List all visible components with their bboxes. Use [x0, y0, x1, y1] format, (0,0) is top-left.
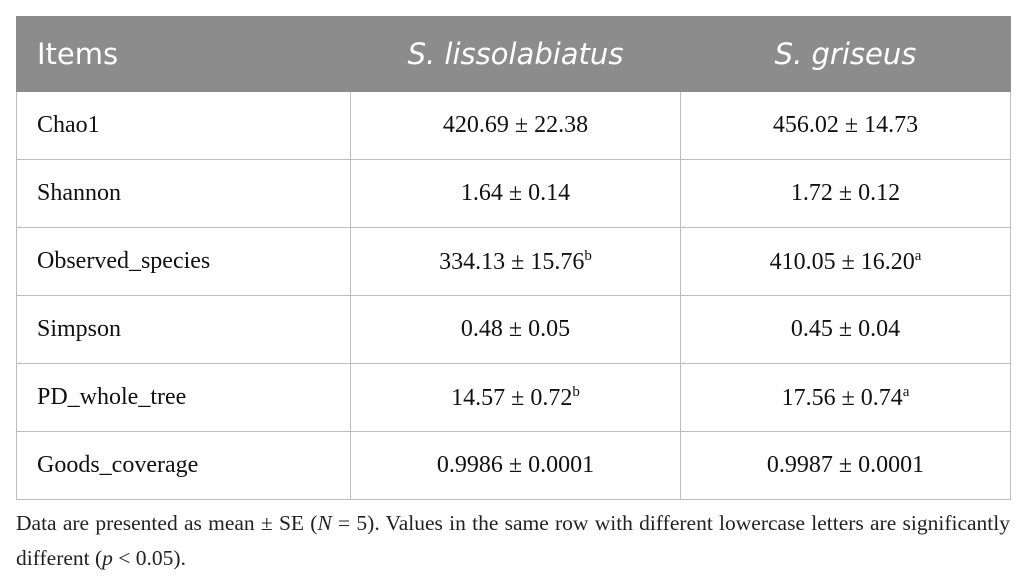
header-cell: Items — [16, 16, 351, 92]
table-body: Chao1 420.69 ± 22.38 456.02 ± 14.73 Shannon… — [16, 91, 1011, 500]
cell-value: 17.56 ± 0.74 — [781, 384, 903, 411]
footnote-text: Data are presented as mean ± SE ( — [16, 511, 318, 535]
cell-value: 334.13 ± 15.76 — [439, 248, 585, 275]
cell-value: 1.64 ± 0.14 — [460, 180, 571, 206]
value-cell: 410.05 ± 16.20a — [680, 227, 1011, 296]
cell-value: 420.69 ± 22.38 — [442, 112, 589, 138]
cell-value: 14.57 ± 0.72 — [451, 384, 573, 411]
header-cell: S. griseus — [680, 16, 1011, 92]
cell-value: 0.9987 ± 0.0001 — [766, 452, 925, 478]
row-label: Goods_coverage — [16, 431, 351, 500]
table-row: PD_whole_tree 14.57 ± 0.72b 17.56 ± 0.74a — [16, 363, 1011, 432]
table-row: Goods_coverage 0.9986 ± 0.0001 0.9987 ± 0.… — [16, 431, 1011, 500]
significance-letter: a — [902, 383, 910, 400]
significance-letter: b — [572, 383, 580, 400]
value-cell: 1.72 ± 0.12 — [680, 159, 1011, 228]
value-cell: 334.13 ± 15.76b — [350, 227, 681, 296]
value-cell: 0.9986 ± 0.0001 — [350, 431, 681, 500]
table-row: Simpson 0.48 ± 0.05 0.45 ± 0.04 — [16, 295, 1011, 364]
footnote-text: < 0.05). — [112, 546, 186, 570]
significance-letter: b — [584, 247, 592, 264]
footnote-text: p — [102, 546, 113, 570]
row-label: Chao1 — [16, 91, 351, 160]
value-cell: 456.02 ± 14.73 — [680, 91, 1011, 160]
value-cell: 14.57 ± 0.72b — [350, 363, 681, 432]
row-label: Observed_species — [16, 227, 351, 296]
cell-value: 0.48 ± 0.05 — [460, 316, 571, 342]
row-label: Simpson — [16, 295, 351, 364]
value-cell: 17.56 ± 0.74a — [680, 363, 1011, 432]
value-cell: 1.64 ± 0.14 — [350, 159, 681, 228]
footnote-text: N — [317, 511, 332, 535]
cell-value: 1.72 ± 0.12 — [790, 180, 901, 206]
cell-value: 410.05 ± 16.20 — [769, 248, 915, 275]
row-label: PD_whole_tree — [16, 363, 351, 432]
table-row: Observed_species 334.13 ± 15.76b 410.05 ± … — [16, 227, 1011, 296]
cell-value: 456.02 ± 14.73 — [772, 112, 919, 138]
footnote: Data are presented as mean ± SE (N = 5).… — [16, 506, 1010, 576]
value-cell: 420.69 ± 22.38 — [350, 91, 681, 160]
table: Items S. lissolabiatus S. griseus Chao1 4… — [16, 16, 1011, 500]
footnote-text: = 5). Values in the same row with differ… — [16, 511, 1010, 570]
cell-value: 0.45 ± 0.04 — [790, 316, 901, 342]
header-row: Items S. lissolabiatus S. griseus — [16, 16, 1011, 92]
header-cell: S. lissolabiatus — [350, 16, 681, 92]
row-label: Shannon — [16, 159, 351, 228]
cell-value: 0.9986 ± 0.0001 — [436, 452, 595, 478]
value-cell: 0.9987 ± 0.0001 — [680, 431, 1011, 500]
value-cell: 0.45 ± 0.04 — [680, 295, 1011, 364]
value-cell: 0.48 ± 0.05 — [350, 295, 681, 364]
table-row: Shannon 1.64 ± 0.14 1.72 ± 0.12 — [16, 159, 1011, 228]
table-wrap: Items S. lissolabiatus S. griseus Chao1 4… — [16, 16, 1011, 500]
table-row: Chao1 420.69 ± 22.38 456.02 ± 14.73 — [16, 91, 1011, 160]
significance-letter: a — [914, 247, 922, 264]
